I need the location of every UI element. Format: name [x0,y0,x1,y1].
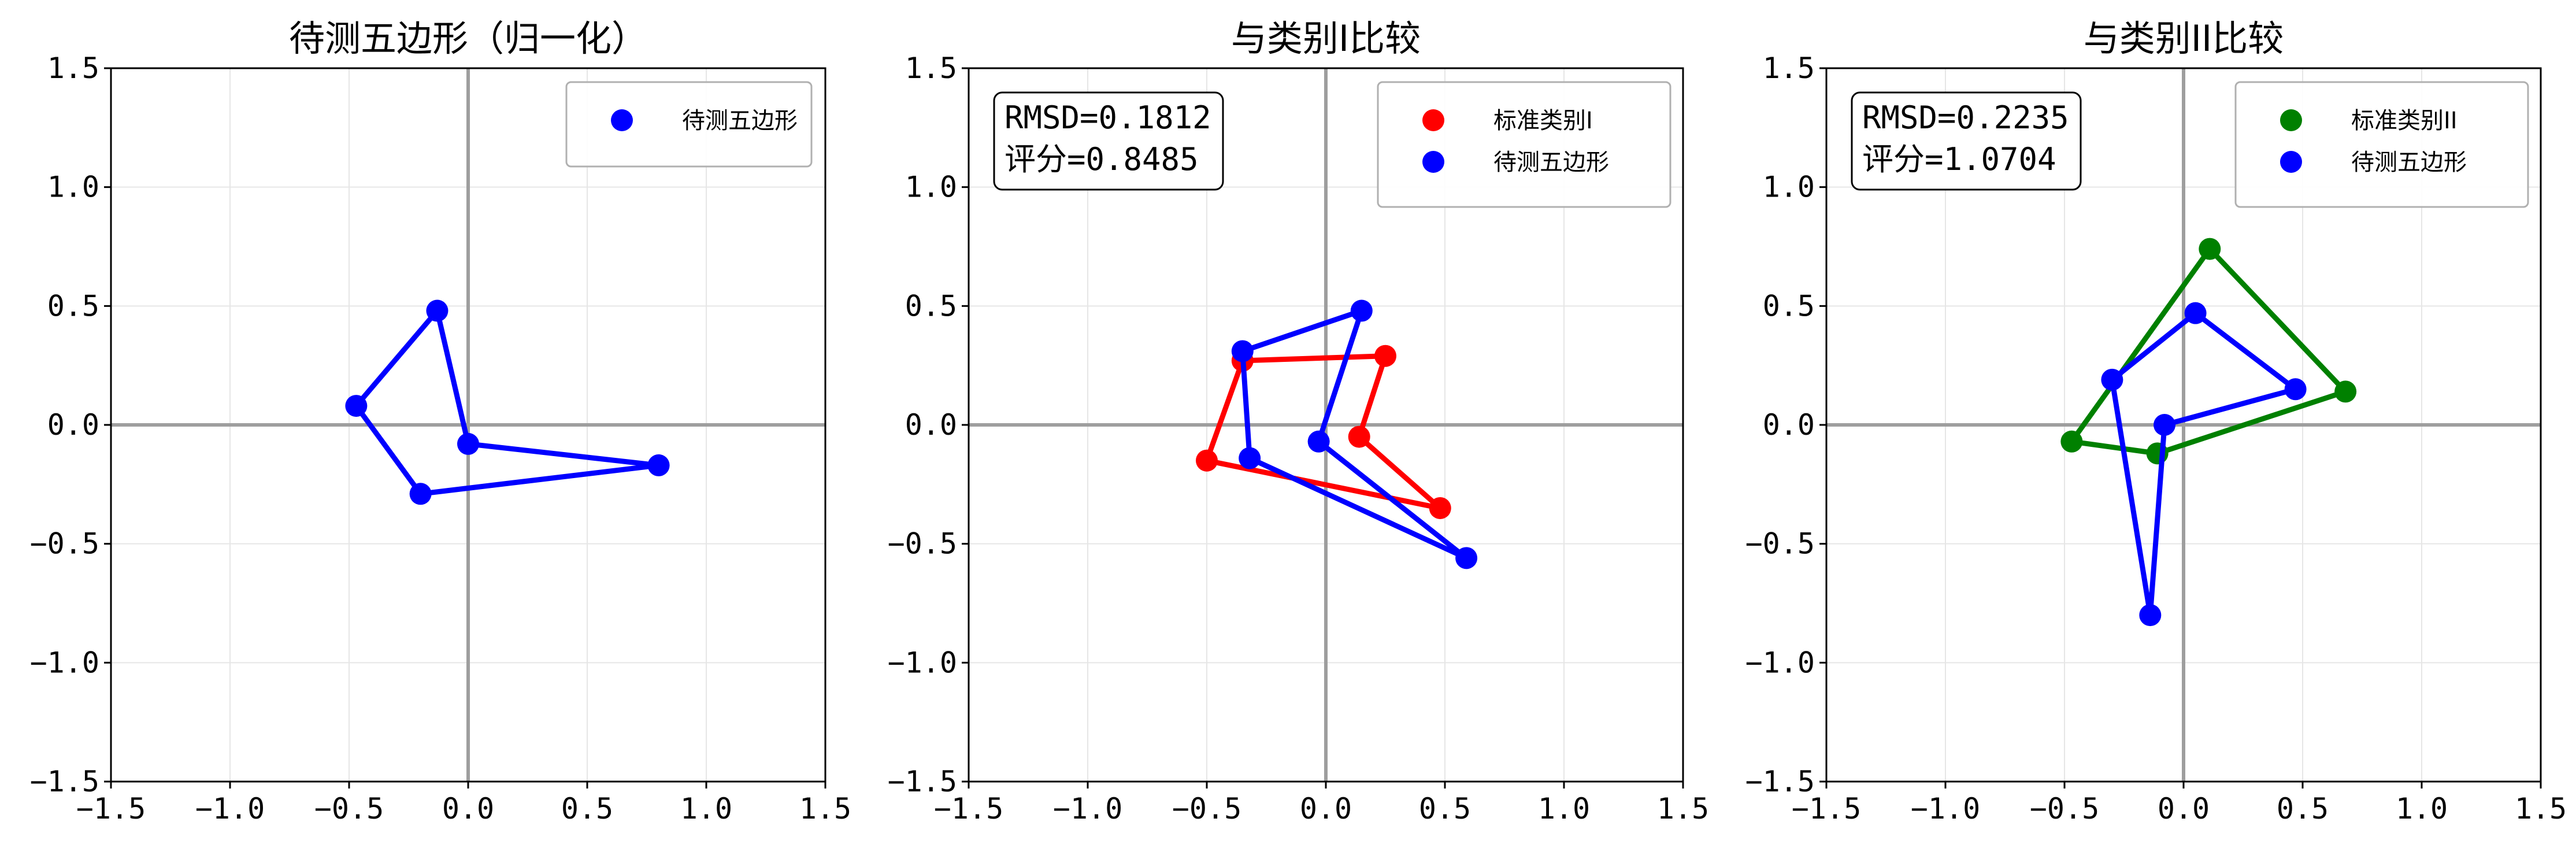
annotation-box [1851,91,2082,191]
chart-panel-1: −1.5−1.5 −1.0 −1.0 −0.5 −0.5 0.0 0.0 0.5 0.5 1.0 1… [30,17,852,826]
annotation-text: 评分=0.8485 [1005,141,1199,177]
legend-marker [2280,151,2302,173]
chart-title: 与类别I比较 [1231,17,1421,60]
y-tick-label: −0.5 [1745,527,1815,561]
series-outline [2067,245,2351,456]
data-point [1348,425,1370,448]
data-point [2184,302,2207,324]
x-tick-label: −1.5 [1792,792,1861,826]
data-point [1455,547,1478,569]
data-point [2199,238,2221,260]
annotation-text: RMSD=0.2235 [1862,99,2069,136]
x-tick-label: −1.0 [1053,792,1122,826]
data-point [2154,414,2176,436]
chart-panel-3: −1.5−1.5 −1.0 −1.0 −0.5 −0.5 0.0 0.0 0.5 0.5 1.0 1… [1745,17,2567,826]
x-tick-label: −1.5 [76,792,146,826]
legend-marker [1422,151,1444,173]
data-point [1239,447,1261,469]
y-tick-label: 0.5 [1763,289,1815,323]
annotation-text: 评分=1.0704 [1862,141,2056,177]
legend-label: 待测五边形 [682,108,798,134]
data-point [2334,380,2357,403]
y-tick-label: 0.0 [1763,408,1815,442]
x-tick-label: −0.5 [1172,792,1241,826]
series-outline [1203,353,1450,513]
x-tick-label: 1.5 [799,792,851,826]
y-tick-label: 1.0 [1763,171,1815,204]
x-tick-label: −1.0 [195,792,265,826]
x-tick-label: −1.0 [1911,792,1980,826]
data-point [1231,340,1254,362]
y-tick-label: −1.5 [888,765,957,798]
legend-marker [1422,109,1444,131]
legend-box [565,81,813,168]
y-tick-label: 0.0 [905,408,957,442]
x-tick-label: 1.5 [2515,792,2567,826]
y-tick-label: 0.5 [905,289,957,323]
legend-label: 待测五边形 [1493,149,1609,176]
x-tick-label: 0.5 [1419,792,1471,826]
x-tick-label: 0.5 [561,792,613,826]
annotation-text: RMSD=0.1812 [1005,99,1211,136]
data-point [1350,299,1373,322]
x-tick-label: 1.5 [1657,792,1709,826]
y-tick-label: −1.5 [30,765,99,798]
x-tick-label: 1.0 [1538,792,1590,826]
y-tick-label: 1.5 [47,51,99,85]
y-tick-label: −1.0 [888,646,957,679]
legend-box [1377,81,1671,208]
data-point [457,432,479,455]
x-tick-label: −0.5 [314,792,384,826]
x-tick-label: 0.0 [442,792,494,826]
series-outline [2109,309,2301,616]
data-point [426,299,449,322]
legend-label: 标准类别II [2351,108,2458,134]
data-point [2101,368,2123,391]
x-tick-label: 0.5 [2277,792,2329,826]
x-tick-label: 0.0 [2158,792,2210,826]
series-outline [1240,306,1468,561]
y-tick-label: 1.5 [905,51,957,85]
legend-label: 待测五边形 [2351,149,2467,176]
y-tick-label: −0.5 [30,527,99,561]
y-tick-label: −0.5 [888,527,957,561]
chart-title: 与类别II比较 [2084,17,2284,60]
data-point [409,483,432,505]
data-point [345,395,368,417]
data-point [2060,430,2083,453]
annotation-box [993,91,1224,191]
y-tick-label: 1.0 [905,171,957,204]
data-point [1429,497,1451,519]
y-tick-label: −1.0 [30,646,99,679]
x-tick-label: 1.0 [680,792,732,826]
y-tick-label: 0.5 [47,289,99,323]
x-tick-label: 0.0 [1300,792,1352,826]
y-tick-label: 1.5 [1763,51,1815,85]
legend-label: 标准类别I [1493,108,1593,134]
data-point [1196,449,1218,472]
x-tick-label: −0.5 [2030,792,2099,826]
x-tick-label: −1.5 [934,792,1003,826]
x-tick-label: 1.0 [2396,792,2448,826]
y-tick-label: 0.0 [47,408,99,442]
data-point [647,454,670,476]
data-point [2139,604,2162,627]
data-point [2284,378,2307,401]
y-tick-label: −1.0 [1745,646,1815,679]
legend-marker [611,109,633,131]
y-tick-label: 1.0 [47,171,99,204]
legend-marker [2280,109,2302,131]
y-tick-label: −1.5 [1745,765,1815,798]
series-outline [353,305,659,497]
data-point [1307,430,1330,453]
data-point [1374,345,1396,367]
legend-box [2234,81,2529,208]
chart-panel-2: −1.5−1.5 −1.0 −1.0 −0.5 −0.5 0.0 0.0 0.5 0.5 1.0 1… [888,17,1710,826]
chart-title: 待测五边形（归一化） [289,17,647,60]
